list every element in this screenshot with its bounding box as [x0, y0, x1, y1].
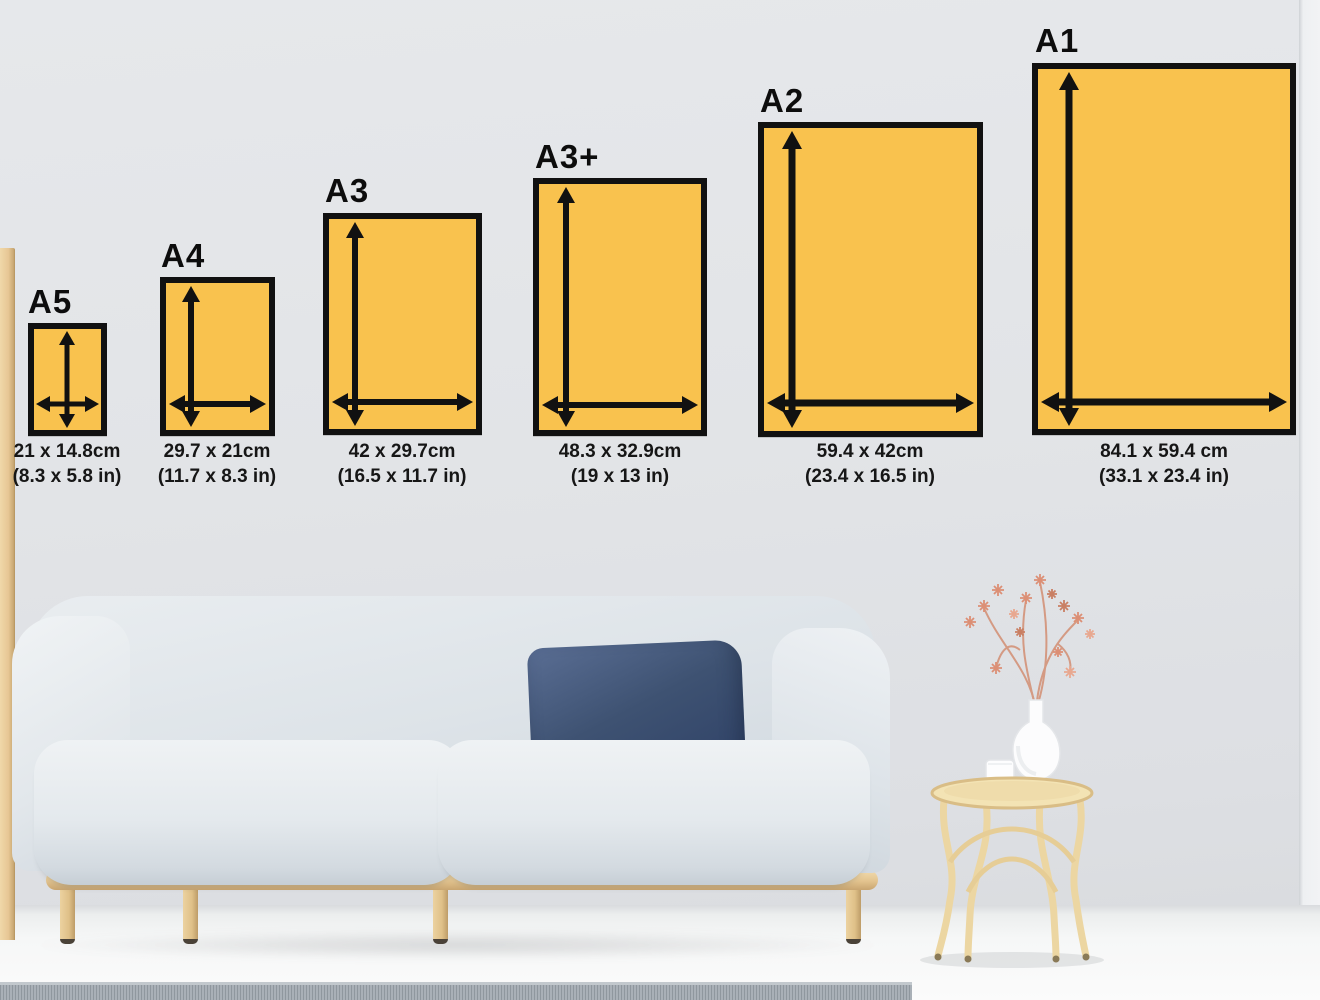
dimension-text-a5: 21 x 14.8cm (8.3 x 5.8 in) — [0, 439, 187, 489]
dimension-cm: 21 x 14.8cm — [13, 441, 121, 462]
rattan-side-table — [930, 776, 1094, 963]
dimension-arrows-icon — [332, 222, 473, 426]
sofa-leg — [433, 886, 448, 944]
paper-size-a2 — [758, 122, 983, 437]
table-shadow — [920, 952, 1104, 968]
dimension-in: (19 x 13 in) — [570, 466, 670, 487]
dimension-text-a4: 29.7 x 21cm (11.7 x 8.3 in) — [97, 439, 337, 489]
vertical-dimension-arrow-icon — [1059, 72, 1079, 426]
sofa-seat-cushion — [34, 740, 462, 885]
rug — [0, 982, 912, 1000]
horizontal-dimension-arrow-icon — [767, 393, 974, 413]
paper-size-a5 — [28, 323, 107, 436]
flower-branches — [983, 581, 1079, 711]
sofa-shadow — [25, 930, 890, 960]
dimension-cm: 29.7 x 21cm — [163, 441, 271, 462]
horizontal-dimension-arrow-icon — [169, 395, 266, 413]
dimension-text-a3plus: 48.3 x 32.9cm (19 x 13 in) — [500, 439, 740, 489]
sofa-seat-cushion — [438, 740, 870, 885]
size-label-a3plus: A3+ — [535, 138, 600, 175]
vertical-dimension-arrow-icon — [346, 222, 364, 426]
side-table-scene — [920, 574, 1104, 968]
vertical-dimension-arrow-icon — [557, 187, 575, 427]
flower-blossoms — [964, 574, 1095, 678]
dimension-in: (33.1 x 23.4 in) — [1099, 466, 1229, 487]
dimension-cm: 84.1 x 59.4 cm — [1100, 441, 1228, 462]
dimension-text-a3: 42 x 29.7cm (16.5 x 11.7 in) — [282, 439, 522, 489]
horizontal-dimension-arrow-icon — [332, 393, 473, 411]
dimension-cm: 59.4 x 42cm — [816, 441, 924, 462]
wood-ladder-strip — [0, 248, 15, 940]
vertical-dimension-arrow-icon — [182, 286, 200, 427]
sofa-leg — [60, 886, 75, 944]
dimension-cm: 42 x 29.7cm — [348, 441, 456, 462]
dimension-in: (8.3 x 5.8 in) — [12, 466, 122, 487]
vertical-dimension-arrow-icon — [782, 131, 802, 428]
sofa-leg — [846, 886, 861, 944]
paper-size-a3 — [323, 213, 482, 435]
dimension-arrows-icon — [36, 331, 99, 428]
paper-size-a3plus — [533, 178, 707, 436]
sofa-leg — [183, 886, 198, 944]
size-label-a2: A2 — [760, 82, 805, 119]
dimension-text-a2: 59.4 x 42cm (23.4 x 16.5 in) — [750, 439, 990, 489]
horizontal-dimension-arrow-icon — [36, 396, 99, 412]
size-label-a1: A1 — [1035, 22, 1080, 59]
dimension-in: (23.4 x 16.5 in) — [805, 466, 935, 487]
dimension-cm: 48.3 x 32.9cm — [558, 441, 682, 462]
paper-size-a1 — [1032, 63, 1296, 435]
dimension-arrows-icon — [767, 131, 974, 428]
dimension-arrows-icon — [169, 286, 266, 427]
size-label-a3: A3 — [325, 172, 370, 209]
size-label-a5: A5 — [28, 283, 73, 320]
size-label-a4: A4 — [161, 237, 206, 274]
paper-size-a4 — [160, 277, 275, 436]
dimension-arrows-icon — [542, 187, 698, 427]
dimension-text-a1: 84.1 x 59.4 cm (33.1 x 23.4 in) — [1044, 439, 1284, 489]
dimension-arrows-icon — [1041, 72, 1287, 426]
white-vase — [1012, 699, 1061, 781]
horizontal-dimension-arrow-icon — [1041, 392, 1287, 412]
vertical-dimension-arrow-icon — [59, 331, 75, 428]
dimension-in: (16.5 x 11.7 in) — [337, 466, 467, 487]
horizontal-dimension-arrow-icon — [542, 396, 698, 414]
dimension-in: (11.7 x 8.3 in) — [157, 466, 277, 487]
wall-corner-right — [1299, 0, 1320, 1000]
